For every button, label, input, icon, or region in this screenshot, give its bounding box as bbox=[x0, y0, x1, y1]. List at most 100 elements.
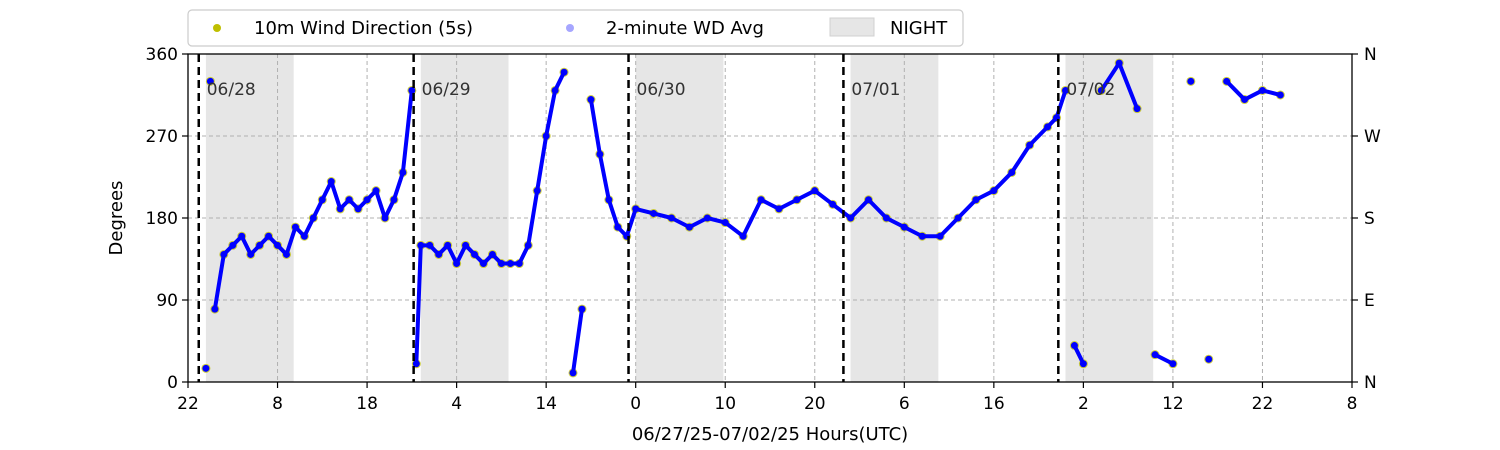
series-segment-wd-avg bbox=[741, 197, 764, 239]
legend-label-wind-5s: 10m Wind Direction (5s) bbox=[254, 18, 473, 39]
data-point-wd-avg bbox=[1151, 351, 1159, 359]
data-point-wd-avg bbox=[936, 232, 944, 240]
x-tick-label: 8 bbox=[272, 394, 283, 414]
data-point-wd-avg bbox=[829, 200, 837, 208]
data-point-wd-avg bbox=[1205, 355, 1213, 363]
x-tick-label: 10 bbox=[714, 394, 736, 414]
series-segment-wd-avg bbox=[544, 88, 558, 138]
legend-label-wd-avg: 2-minute WD Avg bbox=[606, 18, 764, 39]
y-tick-label: 180 bbox=[146, 209, 178, 229]
series-segment-wd-avg bbox=[1009, 143, 1032, 175]
data-point-wd-avg bbox=[256, 241, 264, 249]
data-point-wd-avg bbox=[775, 205, 783, 213]
data-point-wd-avg bbox=[291, 223, 299, 231]
x-tick-label: 18 bbox=[356, 394, 378, 414]
series-segment-wd-avg bbox=[588, 97, 602, 157]
series-segment-wd-avg bbox=[812, 188, 835, 207]
x-tick-label: 12 bbox=[1162, 394, 1184, 414]
data-point-wd-avg bbox=[560, 68, 568, 76]
data-point-wd-avg bbox=[1061, 86, 1069, 94]
series-segment-wd-avg bbox=[400, 88, 414, 175]
data-point-wd-avg bbox=[1008, 168, 1016, 176]
y-tick-label: 270 bbox=[146, 127, 178, 147]
data-point-wd-avg bbox=[202, 364, 210, 372]
day-boundary-layer: 06/28 06/29 06/30 07/01 07/02 bbox=[197, 54, 1115, 382]
legend-frame bbox=[187, 9, 964, 47]
data-point-wd-avg bbox=[1223, 77, 1231, 85]
data-point-wd-avg bbox=[551, 86, 559, 94]
data-point-wd-avg bbox=[533, 187, 541, 195]
series-segment-wd-avg bbox=[1099, 61, 1122, 93]
x-tick-label: 22 bbox=[177, 394, 199, 414]
data-point-wd-avg bbox=[354, 205, 362, 213]
data-point-wd-avg bbox=[1026, 141, 1034, 149]
data-point-wd-avg bbox=[300, 232, 308, 240]
x-tick-label: 8 bbox=[1347, 394, 1358, 414]
x-tick-label: 4 bbox=[451, 394, 462, 414]
x-tick-label: 22 bbox=[1252, 394, 1274, 414]
data-point-wd-avg bbox=[793, 196, 801, 204]
series-segment-wd-avg bbox=[526, 188, 540, 248]
x-tick-label: 6 bbox=[899, 394, 910, 414]
x-tick-label: 16 bbox=[983, 394, 1005, 414]
data-point-wd-avg bbox=[1044, 123, 1052, 131]
legend-swatch-night bbox=[829, 17, 875, 37]
data-point-wd-avg bbox=[435, 250, 443, 258]
data-point-wd-avg bbox=[426, 241, 434, 249]
data-point-wd-avg bbox=[229, 241, 237, 249]
series-segment-wd-avg bbox=[991, 170, 1014, 193]
data-point-wd-avg bbox=[1169, 360, 1177, 368]
data-point-wd-avg bbox=[811, 187, 819, 195]
data-point-wd-avg bbox=[596, 150, 604, 158]
data-point-wd-avg bbox=[605, 196, 613, 204]
data-point-wd-avg bbox=[318, 196, 326, 204]
data-point-wd-avg bbox=[739, 232, 747, 240]
data-point-wd-avg bbox=[918, 232, 926, 240]
legend-swatch-wind-5s bbox=[213, 24, 221, 32]
x-tick-label: 2 bbox=[1078, 394, 1089, 414]
data-point-wd-avg bbox=[381, 214, 389, 222]
y-tick-label: 0 bbox=[167, 373, 178, 393]
series-segment-wd-avg bbox=[571, 307, 584, 375]
data-point-wd-avg bbox=[282, 250, 290, 258]
data-point-wd-avg bbox=[847, 214, 855, 222]
data-point-wd-avg bbox=[462, 241, 470, 249]
data-point-wd-avg bbox=[1133, 105, 1141, 113]
data-point-wd-avg bbox=[1070, 342, 1078, 350]
series-segment-wd-avg bbox=[606, 197, 620, 230]
x-tick-label: 20 bbox=[804, 394, 826, 414]
series-segment-wd-avg bbox=[535, 134, 549, 193]
data-point-wd-avg bbox=[990, 187, 998, 195]
data-point-wd-avg bbox=[220, 250, 228, 258]
x-axis-label: 06/27/25-07/02/25 Hours(UTC) bbox=[632, 424, 908, 445]
data-point-wd-avg bbox=[1187, 77, 1195, 85]
data-point-wd-avg bbox=[1115, 59, 1123, 67]
data-point-wd-avg bbox=[954, 214, 962, 222]
data-point-wd-avg bbox=[632, 205, 640, 213]
data-point-wd-avg bbox=[372, 187, 380, 195]
data-point-wd-avg bbox=[569, 369, 577, 377]
series-segment-wd-avg bbox=[938, 216, 961, 239]
data-point-wd-avg bbox=[488, 250, 496, 258]
data-point-wd-avg bbox=[345, 196, 353, 204]
data-point-wd-avg bbox=[1258, 86, 1266, 94]
y-tick-label: 360 bbox=[146, 45, 178, 65]
series-segment-wd-avg bbox=[866, 197, 889, 220]
axes-layer: 0 90 180 270 360 N E S W N 22 8 18 4 14 0 10 20 6 16 2 12 22 8 bbox=[146, 45, 1381, 414]
y-right-tick-label: W bbox=[1364, 127, 1381, 147]
data-point-wd-avg bbox=[417, 241, 425, 249]
data-point-wd-avg bbox=[524, 241, 532, 249]
data-point-wd-avg bbox=[578, 305, 586, 313]
x-tick-label: 0 bbox=[630, 394, 641, 414]
series-segment-wd-avg bbox=[597, 152, 611, 202]
y-right-tick-label: N bbox=[1364, 45, 1377, 65]
series-segment-wd-avg bbox=[830, 202, 853, 220]
data-point-wd-avg bbox=[542, 132, 550, 140]
data-point-wd-avg bbox=[408, 86, 416, 94]
series-segment-wd-avg bbox=[1224, 79, 1247, 102]
data-point-wd-avg bbox=[703, 214, 711, 222]
data-point-wd-avg bbox=[399, 168, 407, 176]
series-segment-wd-avg bbox=[1027, 124, 1050, 148]
data-point-wd-avg bbox=[444, 241, 452, 249]
